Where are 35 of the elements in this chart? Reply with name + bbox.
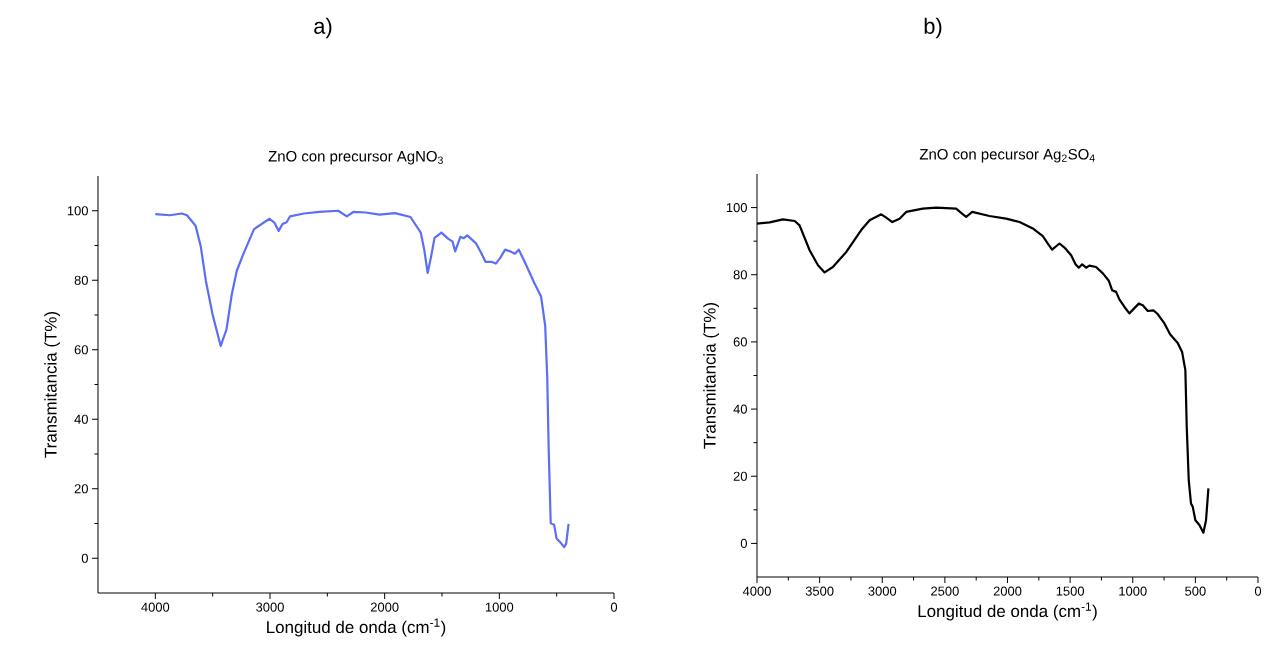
x-tick-label: 1000 xyxy=(1119,586,1147,596)
x-tick-label: 3500 xyxy=(805,586,834,596)
line-series xyxy=(154,209,570,549)
x-tick-label: 2000 xyxy=(993,586,1022,596)
y-tick-label: 0 xyxy=(740,538,747,548)
y-axis-title: Transmitancia (T%) xyxy=(703,303,720,449)
text: a) xyxy=(314,17,332,39)
y-axis-title: Transmitancia (T%) xyxy=(44,312,61,458)
y-tick-label: 20 xyxy=(74,484,88,494)
chart-title: ZnO con precursor AgNO$_{3}$ xyxy=(268,150,443,165)
y-tick-label: 100 xyxy=(726,202,747,213)
x-tick-label: 0 xyxy=(1254,586,1262,596)
x-tick-label: 3000 xyxy=(256,602,284,612)
x-tick-label: 4000 xyxy=(141,602,170,612)
y-tick-label: 80 xyxy=(74,275,88,285)
y-tick-label: 40 xyxy=(74,414,88,424)
y-tick-label: 80 xyxy=(733,270,747,280)
y-tick-label: 60 xyxy=(74,345,88,355)
y-tick-label: 40 xyxy=(733,404,747,414)
x-tick-label: 1000 xyxy=(485,602,514,612)
x-axis-title: Longitud de onda (cm$^{-1}$) xyxy=(267,618,446,637)
y-tick-label: 100 xyxy=(67,206,88,216)
y-tick-label: 0 xyxy=(81,553,88,563)
x-tick-label: 1500 xyxy=(1056,586,1085,596)
x-tick-label: 2500 xyxy=(931,586,959,596)
text: b) xyxy=(924,17,942,39)
x-tick-label: 4000 xyxy=(742,586,771,596)
x-tick-label: 0 xyxy=(610,602,618,612)
x-tick-label: 3000 xyxy=(868,586,897,596)
x-tick-label: 2000 xyxy=(370,602,399,612)
y-tick-label: 20 xyxy=(733,471,747,481)
x-axis-title: Longitud de onda (cm$^{-1}$) xyxy=(918,602,1097,621)
x-tick-label: 500 xyxy=(1185,586,1206,596)
chart-title: ZnO con pecursor Ag$_{2}$SO$_{4}$ xyxy=(919,148,1095,163)
y-tick-label: 60 xyxy=(733,337,747,347)
